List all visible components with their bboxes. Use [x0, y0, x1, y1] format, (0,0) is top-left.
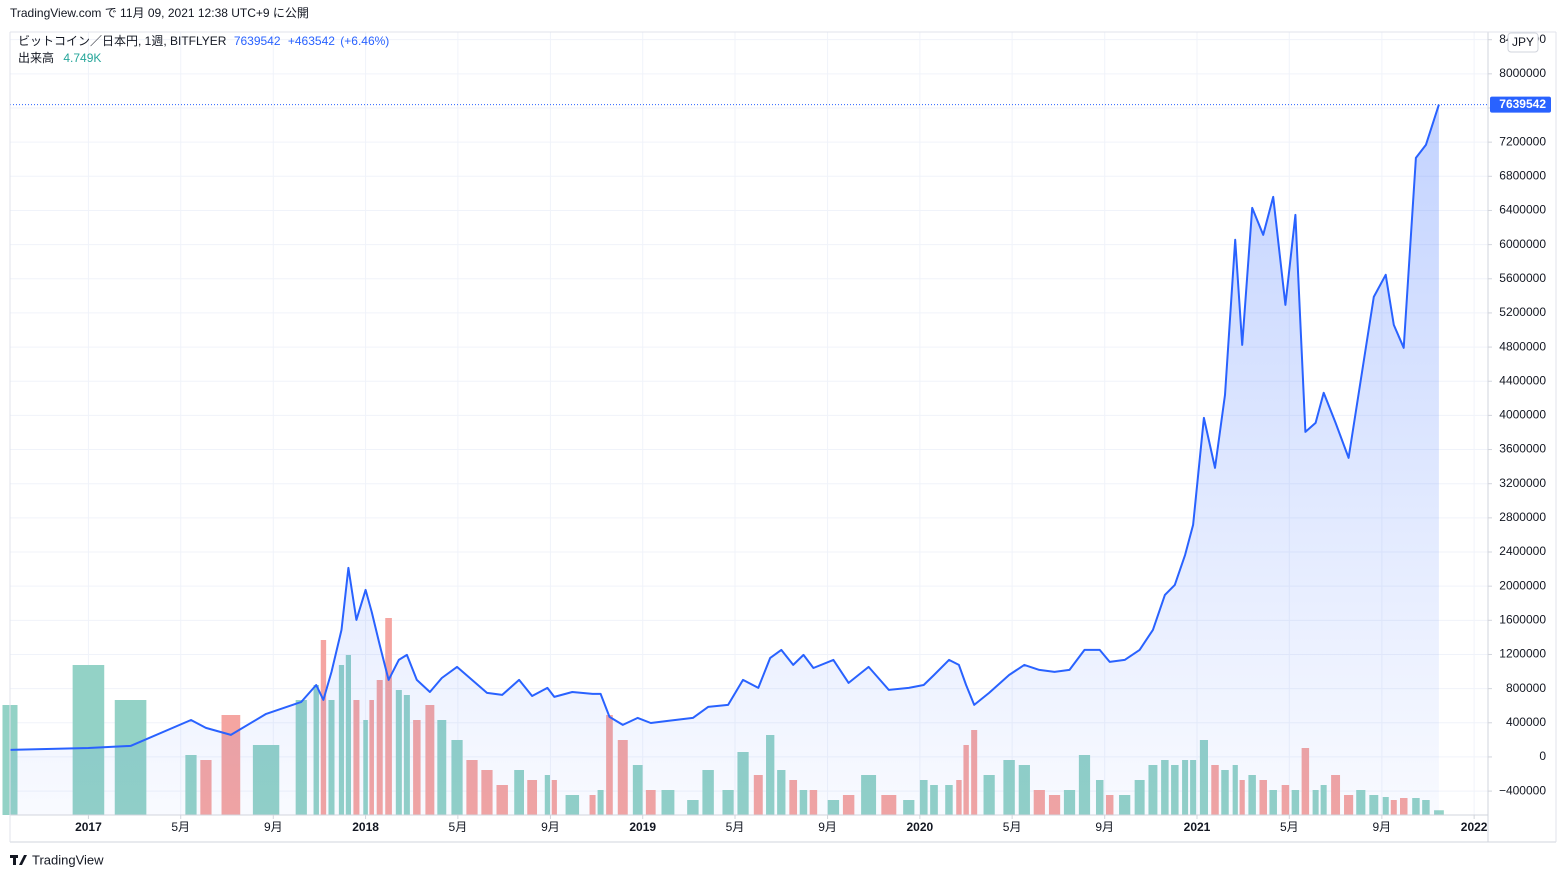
legend-change-pct: (+6.46%) — [340, 34, 389, 48]
y-tick-label: 6400000 — [1499, 203, 1546, 217]
y-tick-label: 6000000 — [1499, 237, 1546, 251]
y-tick-label: 2800000 — [1499, 510, 1546, 524]
currency-box[interactable] — [1507, 32, 1539, 53]
y-tick-label: 1600000 — [1499, 612, 1546, 626]
header: TradingView.com で 11月 09, 2021 12:38 UTC… — [10, 6, 309, 20]
x-tick-label: 2022 — [1461, 820, 1488, 834]
x-tick-label: 2017 — [75, 820, 102, 834]
legend-last: 7639542 — [234, 34, 281, 48]
volume-bar — [1434, 810, 1444, 815]
y-tick-label: 0 — [1539, 749, 1546, 763]
legend-volume: 出来高 4.749K — [18, 50, 101, 65]
x-tick-label: 2019 — [629, 820, 656, 834]
y-tick-label: 4000000 — [1499, 408, 1546, 422]
legend-change: +463542 — [288, 34, 335, 48]
y-tick-label: 3600000 — [1499, 442, 1546, 456]
y-tick-label: 7200000 — [1499, 134, 1546, 148]
area-fill — [10, 104, 1439, 816]
y-tick-label: 2400000 — [1499, 544, 1546, 558]
legend-volume-name: 出来高 — [18, 50, 54, 65]
x-tick-label: 5月 — [1280, 820, 1299, 834]
x-tick-label: 5月 — [171, 820, 190, 834]
y-tick-label: 400000 — [1506, 715, 1546, 729]
footer: TradingView — [32, 852, 104, 867]
x-tick-label: 9月 — [264, 820, 283, 834]
y-tick-label: 3200000 — [1499, 476, 1546, 490]
legend-volume-last: 4.749K — [63, 51, 101, 65]
x-tick-label: 5月 — [449, 820, 468, 834]
price-line — [9, 104, 1440, 751]
x-tick-label: 2018 — [352, 820, 379, 834]
y-tick-label: 4800000 — [1499, 339, 1546, 353]
x-tick-label: 2020 — [907, 820, 934, 834]
last-price-box — [1490, 96, 1551, 113]
y-tick-label: 6800000 — [1499, 168, 1546, 182]
y-tick-label: 5200000 — [1499, 305, 1546, 319]
currency[interactable]: JPY — [1512, 35, 1534, 49]
y-tick-label: 2000000 — [1499, 578, 1546, 592]
y-tick-label: 1200000 — [1499, 647, 1546, 661]
last-price-label: 7639542 — [1499, 97, 1546, 111]
axes: −400000 0 400000 800000 1200000 1600000 200000… — [75, 32, 1551, 834]
y-tick-label: −400000 — [1499, 783, 1546, 797]
footer-logo — [10, 855, 27, 865]
x-tick-label: 9月 — [541, 820, 560, 834]
x-tick-label: 9月 — [1095, 820, 1114, 834]
legend-price: ビットコイン／日本円, 1週, BITFLYER 7639542 +463542… — [18, 34, 389, 48]
x-tick-label: 9月 — [818, 820, 837, 834]
x-tick-label: 5月 — [726, 820, 745, 834]
x-tick-label: 5月 — [1003, 820, 1022, 834]
x-tick-label: 2021 — [1184, 820, 1211, 834]
price — [9, 104, 1488, 816]
y-tick-label: 4400000 — [1499, 373, 1546, 387]
y-tick-label: 5600000 — [1499, 271, 1546, 285]
x-tick-label: 9月 — [1373, 820, 1392, 834]
y-tick-label: 8000000 — [1499, 66, 1546, 80]
legend-symbol: ビットコイン／日本円, 1週, BITFLYER — [18, 34, 227, 48]
y-tick-label: 800000 — [1506, 681, 1546, 695]
